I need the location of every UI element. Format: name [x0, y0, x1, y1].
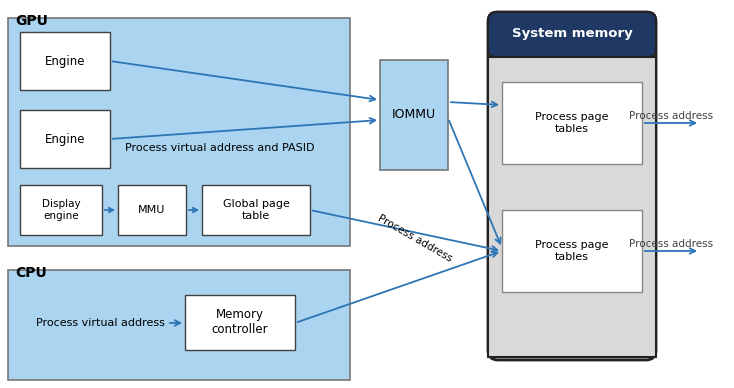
FancyBboxPatch shape [488, 12, 656, 57]
Text: MMU: MMU [138, 205, 166, 215]
Bar [502, 210, 642, 292]
Text: Process address: Process address [629, 111, 713, 121]
FancyBboxPatch shape [488, 12, 656, 360]
Bar [20, 32, 110, 90]
Bar [20, 185, 102, 235]
Bar [8, 270, 350, 380]
Text: Process address: Process address [376, 213, 454, 263]
Bar [185, 295, 295, 350]
Text: Process virtual address: Process virtual address [35, 318, 164, 328]
Text: Memory
controller: Memory controller [211, 308, 269, 336]
Text: Process page
tables: Process page tables [535, 240, 608, 262]
Text: Process page
tables: Process page tables [535, 112, 608, 134]
Bar [502, 82, 642, 164]
Text: GPU: GPU [15, 14, 48, 28]
Text: CPU: CPU [15, 266, 47, 280]
Bar [20, 110, 110, 168]
Bar [488, 57, 656, 357]
Bar [202, 185, 310, 235]
Bar [380, 60, 448, 170]
Bar [118, 185, 186, 235]
Bar [8, 18, 350, 246]
Text: Process virtual address and PASID: Process virtual address and PASID [126, 143, 315, 153]
Text: Engine: Engine [45, 54, 85, 68]
Text: IOMMU: IOMMU [392, 109, 436, 121]
Text: Display
engine: Display engine [42, 199, 80, 221]
Text: Engine: Engine [45, 132, 85, 146]
Text: System memory: System memory [512, 28, 633, 40]
Text: Global page
table: Global page table [222, 199, 289, 221]
Text: Process address: Process address [629, 239, 713, 249]
